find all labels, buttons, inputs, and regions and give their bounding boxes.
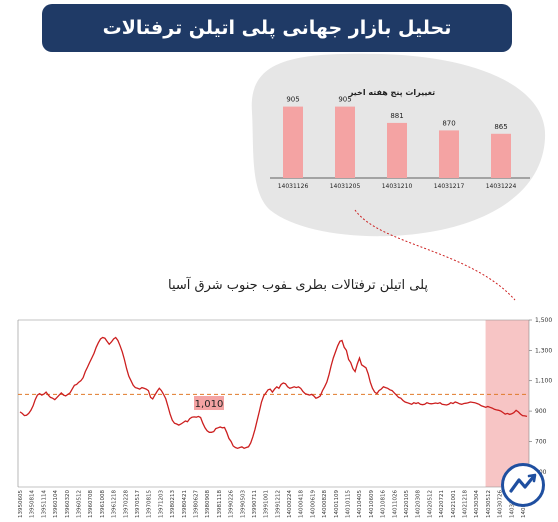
page-title: تحلیل بازار جهانی پلی اتیلن ترفتالات (102, 17, 452, 39)
inset-bar-value-label: 905 (286, 96, 299, 104)
reference-label-text: 1,010 (195, 399, 224, 410)
x-tick-label: 13950605 (18, 490, 24, 518)
inset-bar (387, 122, 407, 178)
inset-category-label: 14031210 (382, 183, 413, 190)
inset-bar-value-label: 870 (442, 119, 455, 127)
y-tick-label: 1,500 (535, 317, 552, 324)
inset-category-label: 14031224 (486, 183, 517, 190)
x-tick-label: 14010816 (381, 490, 387, 518)
x-tick-label: 14000619 (310, 490, 316, 518)
x-tick-label: 14030304 (474, 490, 480, 518)
x-tick-label: 13980908 (205, 490, 211, 518)
brand-logo (501, 463, 545, 507)
x-tick-label: 14021001 (451, 490, 457, 518)
x-tick-label: 13980213 (170, 490, 176, 518)
inset-category-label: 14031205 (330, 183, 361, 190)
chart-title: پلی اتیلن ترفتالات بطری ـفوب جنوب شرق آس… (168, 278, 428, 293)
brand-logo-mark (509, 473, 537, 493)
x-tick-label: 14021218 (463, 490, 469, 518)
inset-category-label: 14031217 (434, 183, 465, 190)
x-tick-label: 14020105 (404, 490, 410, 518)
x-tick-label: 13990503 (240, 490, 246, 518)
x-tick-label: 14000828 (322, 490, 328, 518)
x-tick-label: 13991001 (264, 490, 270, 518)
x-tick-label: 14010405 (357, 490, 363, 518)
y-tick-label: 900 (535, 408, 547, 415)
x-tick-label: 14030726 (498, 490, 504, 518)
x-tick-label: 14010115 (346, 490, 352, 518)
reference-label: 1,010 (194, 396, 224, 411)
y-tick-label: 1,100 (535, 378, 552, 385)
inset-bar (439, 130, 459, 178)
x-tick-label: 13960512 (77, 490, 83, 518)
inset-category-label: 14031126 (278, 183, 309, 190)
x-tick-label: 13981118 (217, 490, 223, 518)
inset-bar-value-label: 905 (338, 96, 351, 104)
x-tick-label: 14000418 (299, 490, 305, 518)
x-tick-label: 13950814 (30, 490, 36, 518)
x-tick-label: 13951114 (41, 490, 47, 518)
inset-bar (491, 133, 511, 178)
x-tick-label: 14020512 (427, 490, 433, 518)
x-tick-label: 14011026 (392, 490, 398, 518)
x-tick-label: 14010609 (369, 490, 375, 518)
reference-label-bg (194, 396, 224, 411)
x-tick-label: 13970815 (147, 490, 153, 518)
inset-bar-value-label: 881 (390, 112, 403, 120)
x-tick-label: 13980627 (194, 490, 200, 518)
x-tick-label: 13971203 (158, 490, 164, 518)
x-tick-label: 13980421 (182, 490, 188, 518)
x-tick-label: 13990226 (229, 490, 235, 518)
x-tick-label: 14000224 (287, 490, 293, 518)
inset-bar-value-label: 865 (494, 123, 507, 131)
x-tick-label: 13960708 (88, 490, 94, 518)
inset-bar (335, 106, 355, 178)
x-tick-label: 13960104 (53, 490, 59, 518)
x-tick-label: 13961008 (100, 490, 106, 518)
inset-title: تغییرات پنج هفته اخیر (348, 88, 435, 97)
x-tick-label: 13991212 (275, 490, 281, 518)
y-tick-label: 700 (535, 438, 547, 445)
x-tick-label: 13970228 (123, 490, 129, 518)
x-tick-label: 14001109 (334, 490, 340, 518)
y-tick-label: 1,300 (535, 347, 552, 354)
x-tick-label: 14020721 (439, 490, 445, 518)
x-tick-label: 14020308 (416, 490, 422, 518)
title-banner: تحلیل بازار جهانی پلی اتیلن ترفتالات (42, 4, 512, 52)
series-line (19, 336, 528, 450)
inset-bar (283, 106, 303, 178)
x-tick-label: 13970517 (135, 490, 141, 518)
x-tick-label: 13961218 (112, 490, 118, 518)
x-tick-label: 13990711 (252, 490, 258, 518)
highlight-band (485, 320, 529, 487)
inset-connector (354, 209, 516, 301)
x-tick-label: 13960320 (65, 490, 71, 518)
x-tick-label: 14030512 (486, 490, 492, 518)
